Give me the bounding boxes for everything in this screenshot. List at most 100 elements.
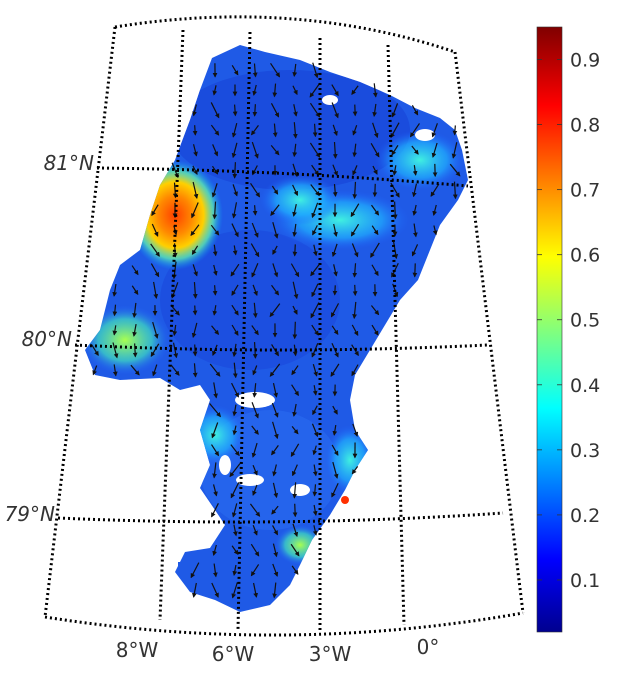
velocity-arrow bbox=[212, 201, 218, 220]
velocity-arrow bbox=[312, 225, 318, 236]
velocity-arrow bbox=[312, 62, 319, 79]
colorbar-tick-label: 0.3 bbox=[570, 440, 600, 462]
velocity-arrow bbox=[272, 464, 277, 477]
velocity-arrow bbox=[132, 343, 138, 358]
lon-label-0: 0° bbox=[417, 635, 440, 659]
velocity-arrow bbox=[312, 385, 318, 396]
velocity-arrow bbox=[252, 104, 258, 117]
velocity-arrow bbox=[210, 124, 220, 136]
velocity-arrow bbox=[372, 165, 378, 175]
colorbar-ticks: 0.1 0.2 0.3 0.4 0.5 0.6 0.7 0.8 0.9 bbox=[537, 50, 600, 592]
velocity-arrow bbox=[269, 363, 281, 377]
velocity-arrow bbox=[372, 103, 378, 117]
velocity-arrow bbox=[371, 225, 379, 236]
velocity-arrow bbox=[331, 243, 338, 258]
velocity-arrow bbox=[211, 325, 220, 336]
velocity-arrow bbox=[210, 444, 220, 457]
velocity-arrow bbox=[352, 143, 358, 158]
velocity-arrow bbox=[311, 202, 319, 219]
velocity-arrow bbox=[210, 102, 220, 119]
velocity-arrow bbox=[332, 141, 338, 159]
velocity-arrow bbox=[250, 243, 260, 258]
colorbar-tick-label: 0.2 bbox=[570, 505, 600, 527]
velocity-arrow bbox=[210, 224, 220, 236]
velocity-arrow bbox=[371, 264, 379, 277]
velocity-arrow bbox=[291, 464, 298, 477]
velocity-arrow bbox=[252, 302, 258, 319]
velocity-arrow bbox=[112, 325, 118, 336]
velocity-arrow bbox=[412, 263, 418, 278]
velocity-arrow bbox=[251, 263, 259, 278]
velocity-arrow bbox=[131, 285, 139, 296]
velocity-arrow bbox=[272, 563, 279, 577]
velocity-arrow bbox=[230, 263, 240, 277]
velocity-arrow bbox=[209, 363, 221, 377]
colorbar-gradient bbox=[536, 26, 563, 633]
velocity-arrow bbox=[252, 205, 258, 216]
velocity-arrow bbox=[172, 324, 178, 336]
velocity-arrow bbox=[312, 484, 318, 497]
colorbar-tick-label: 0.9 bbox=[570, 50, 600, 72]
velocity-arrow bbox=[390, 122, 400, 139]
velocity-arrow bbox=[191, 245, 199, 255]
speed-field bbox=[85, 45, 468, 612]
velocity-arrow bbox=[431, 142, 438, 158]
velocity-arrow bbox=[311, 164, 319, 176]
velocity-arrow bbox=[212, 305, 218, 316]
velocity-arrow bbox=[292, 203, 297, 217]
parallel-80n bbox=[74, 343, 489, 352]
lat-label-79n: 79°N bbox=[5, 502, 55, 526]
velocity-arrow bbox=[292, 223, 298, 237]
velocity-arrow bbox=[412, 223, 418, 238]
velocity-arrow bbox=[131, 265, 139, 276]
velocity-arrow bbox=[251, 425, 259, 435]
colorbar-tick-label: 0.6 bbox=[570, 245, 600, 267]
parallel-81n bbox=[96, 166, 469, 188]
colorbar-tick-label: 0.5 bbox=[570, 310, 600, 332]
velocity-arrow bbox=[230, 482, 240, 499]
velocity-arrow bbox=[451, 142, 458, 159]
velocity-arrow bbox=[252, 582, 259, 598]
velocity-arrow bbox=[290, 543, 300, 557]
velocity-arrow bbox=[333, 264, 338, 277]
velocity-arrow bbox=[252, 84, 258, 96]
velocity-arrow bbox=[153, 281, 159, 300]
velocity-arrow bbox=[190, 224, 200, 237]
velocity-arrow bbox=[232, 245, 238, 256]
map-frame-right bbox=[453, 51, 525, 614]
velocity-arrow bbox=[112, 364, 118, 377]
velocity-arrow bbox=[411, 145, 419, 155]
velocity-arrow bbox=[312, 405, 318, 416]
velocity-arrow bbox=[272, 582, 277, 599]
graticule bbox=[43, 15, 525, 637]
velocity-arrow bbox=[192, 305, 198, 316]
velocity-arrow bbox=[211, 165, 219, 175]
velocity-arrow bbox=[251, 325, 259, 336]
velocity-arrow bbox=[449, 163, 461, 177]
velocity-arrow bbox=[212, 285, 218, 296]
velocity-arrow bbox=[230, 444, 240, 457]
velocity-arrow bbox=[412, 165, 418, 176]
velocity-arrow bbox=[331, 325, 339, 336]
velocity-arrow bbox=[332, 405, 338, 415]
velocity-arrow bbox=[151, 223, 159, 237]
velocity-arrow bbox=[431, 123, 438, 138]
velocity-arrow bbox=[152, 321, 159, 339]
velocity-arrow bbox=[232, 104, 238, 117]
velocity-arrow bbox=[130, 364, 140, 376]
velocity-arrow bbox=[212, 563, 218, 578]
velocity-arrow bbox=[371, 204, 380, 216]
velocity-arrow bbox=[292, 281, 299, 300]
velocity-arrow bbox=[270, 63, 280, 78]
velocity-arrow bbox=[250, 564, 260, 577]
lon-label-6w: 6°W bbox=[212, 642, 255, 666]
velocity-arrow bbox=[191, 322, 198, 339]
velocity-arrow bbox=[332, 124, 338, 137]
velocity-arrow bbox=[332, 285, 338, 296]
velocity-arrow bbox=[292, 163, 299, 178]
velocity-arrow bbox=[92, 365, 98, 376]
velocity-arrow bbox=[290, 443, 300, 457]
velocity-arrow bbox=[290, 263, 300, 278]
velocity-arrow bbox=[272, 222, 279, 239]
velocity-arrow bbox=[310, 184, 320, 197]
